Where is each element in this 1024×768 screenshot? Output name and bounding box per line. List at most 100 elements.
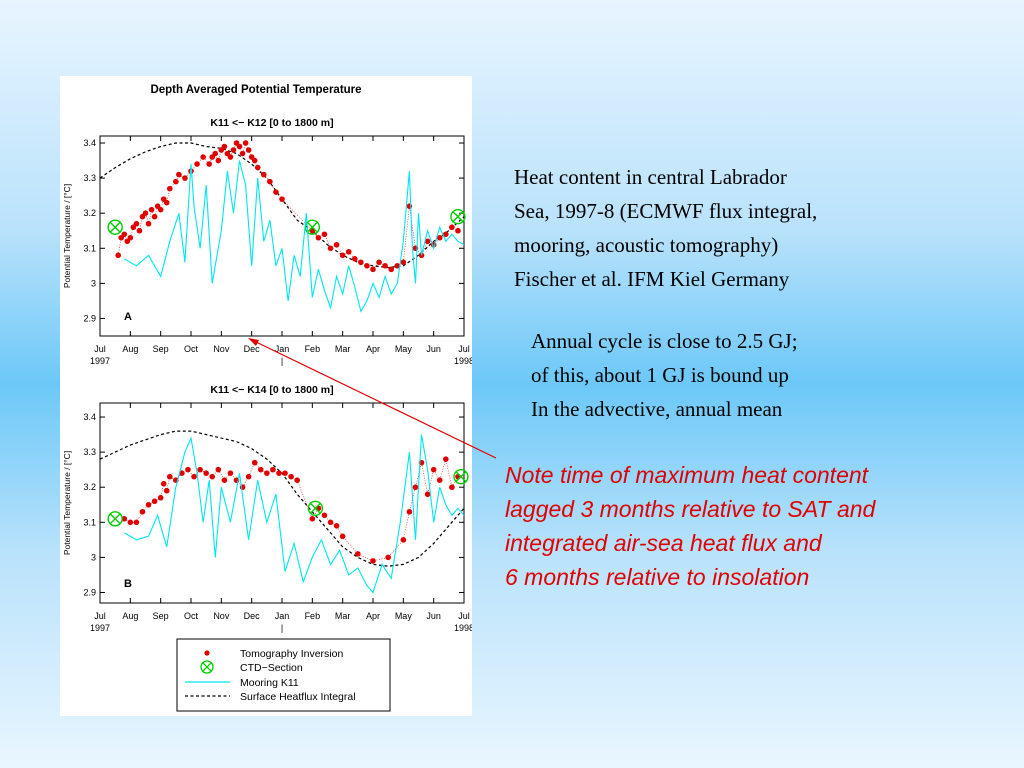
ctd-marker-cross: [306, 221, 318, 233]
tomography-point: [209, 473, 216, 480]
x-tick-label: Aug: [122, 344, 138, 354]
tomography-point: [139, 508, 146, 515]
x-tick-label: Jan: [275, 344, 290, 354]
tomography-point: [327, 245, 334, 252]
legend-mooring-label: Mooring K11: [240, 677, 299, 689]
tomography-point: [242, 140, 249, 146]
tomography-point: [182, 175, 188, 181]
description-line: mooring, acoustic tomography): [514, 233, 779, 257]
tomography-point: [173, 178, 179, 185]
y-axis-label: Potential Temperature / [°C]: [62, 451, 72, 555]
tomography-point: [364, 263, 370, 269]
tomography-point: [194, 161, 200, 167]
tomography-point: [455, 227, 461, 234]
x-tick-label: Aug: [122, 611, 138, 621]
tomography-point: [127, 519, 134, 526]
tomography-point: [127, 234, 134, 241]
tomography-point: [294, 477, 300, 483]
tomography-point: [327, 519, 334, 526]
tomography-point: [270, 466, 276, 473]
tomography-point: [321, 231, 328, 238]
tomography-point: [443, 231, 449, 238]
note-line: integrated air-sea heat flux and: [505, 530, 822, 556]
tomography-point: [449, 484, 455, 491]
y-tick-label: 3: [91, 278, 96, 288]
tomography-point: [282, 470, 288, 476]
tomography-point: [355, 551, 361, 557]
tomography-point: [203, 470, 209, 476]
y-tick-label: 3: [91, 552, 96, 562]
year-label-start: 1997: [90, 356, 110, 366]
ctd-marker-ring: [307, 500, 324, 516]
tomography-point: [406, 508, 413, 515]
tomography-point: [254, 164, 261, 171]
tomography-point: [179, 470, 185, 476]
tomography-point: [309, 515, 316, 522]
x-tick-label: Dec: [244, 344, 261, 354]
x-tick-label: May: [395, 611, 413, 621]
legend-heatflux-label: Surface Heatflux Integral: [240, 691, 356, 703]
y-axis-label: Potential Temperature / [°C]: [62, 184, 72, 288]
tomography-point: [267, 178, 273, 185]
tomography-point: [251, 157, 258, 164]
x-tick-label: May: [395, 344, 413, 354]
tomography-point: [236, 143, 243, 150]
y-tick-label: 2.9: [83, 313, 96, 323]
year-divider: |: [281, 356, 283, 366]
x-tick-label: Sep: [153, 344, 169, 354]
tomography-point: [385, 554, 391, 561]
description-text: Heat content in central Labrador Sea, 19…: [514, 160, 974, 296]
tomography-point: [333, 523, 340, 529]
y-tick-label: 3.2: [83, 208, 96, 218]
tomography-point: [239, 150, 246, 157]
year-divider: |: [281, 623, 283, 633]
y-tick-label: 3.4: [83, 138, 96, 148]
x-tick-label: Mar: [335, 611, 351, 621]
x-tick-label: Dec: [244, 611, 261, 621]
y-tick-label: 3.3: [83, 173, 96, 183]
x-tick-label: Jul: [458, 344, 470, 354]
tomography-point: [279, 196, 285, 202]
note-line: lagged 3 months relative to SAT and: [505, 496, 876, 522]
tomography-point: [352, 256, 358, 262]
tomography-point: [157, 206, 164, 213]
chart-subtitle: K11 <− K12 [0 to 1800 m]: [210, 117, 333, 129]
x-tick-label: Nov: [213, 611, 230, 621]
annual-line: of this, about 1 GJ is bound up: [531, 363, 789, 387]
tomography-point: [436, 234, 443, 241]
legend-ctd-marker: [200, 660, 214, 674]
tomography-point: [400, 537, 407, 543]
ctd-marker-ring: [450, 209, 466, 225]
tomography-point: [288, 473, 294, 480]
chart-subtitle: K11 <− K14 [0 to 1800 m]: [210, 384, 333, 396]
chart-b: K11 <− K14 [0 to 1800 m] 2.9 3 3.1 3.2 3.3 3.4…: [62, 384, 472, 633]
legend-tomography-marker: [204, 650, 210, 656]
tomography-point: [121, 231, 128, 238]
x-tick-label: Oct: [184, 611, 199, 621]
legend: Tomography Inversion CTD−Section Mooring…: [176, 638, 391, 712]
y-tick-label: 2.9: [83, 587, 96, 597]
tomography-point: [382, 263, 388, 269]
annual-line: In the advective, annual mean: [531, 397, 783, 421]
legend-tomography-label: Tomography Inversion: [240, 648, 343, 660]
tomography-point: [206, 161, 212, 167]
tomography-point: [212, 150, 219, 157]
tomography-point: [315, 234, 322, 241]
figure-panel: Depth Averaged Potential Temperature K11…: [60, 76, 472, 716]
ctd-marker-cross: [452, 211, 464, 223]
series-mooring-line: [124, 434, 465, 594]
description-line: Fischer et al. IFM Kiel Germany: [514, 267, 790, 291]
ctd-marker-ring: [453, 468, 469, 485]
y-tick-label: 3.4: [83, 412, 96, 422]
tomography-point: [443, 456, 449, 462]
note-line: 6 months relative to insolation: [505, 564, 810, 590]
chart-a: K11 <− K12 [0 to 1800 m] 2.9 3 3.1 3.2 3.3 3.4…: [62, 117, 472, 366]
tomography-point: [145, 501, 152, 508]
tomography-point: [345, 248, 352, 255]
tomography-point: [412, 484, 419, 491]
tomography-point: [115, 252, 121, 259]
x-tick-label: Feb: [305, 611, 321, 621]
year-label-start: 1997: [90, 623, 110, 633]
y-tick-label: 3.1: [83, 517, 96, 527]
tomography-point: [200, 154, 206, 160]
